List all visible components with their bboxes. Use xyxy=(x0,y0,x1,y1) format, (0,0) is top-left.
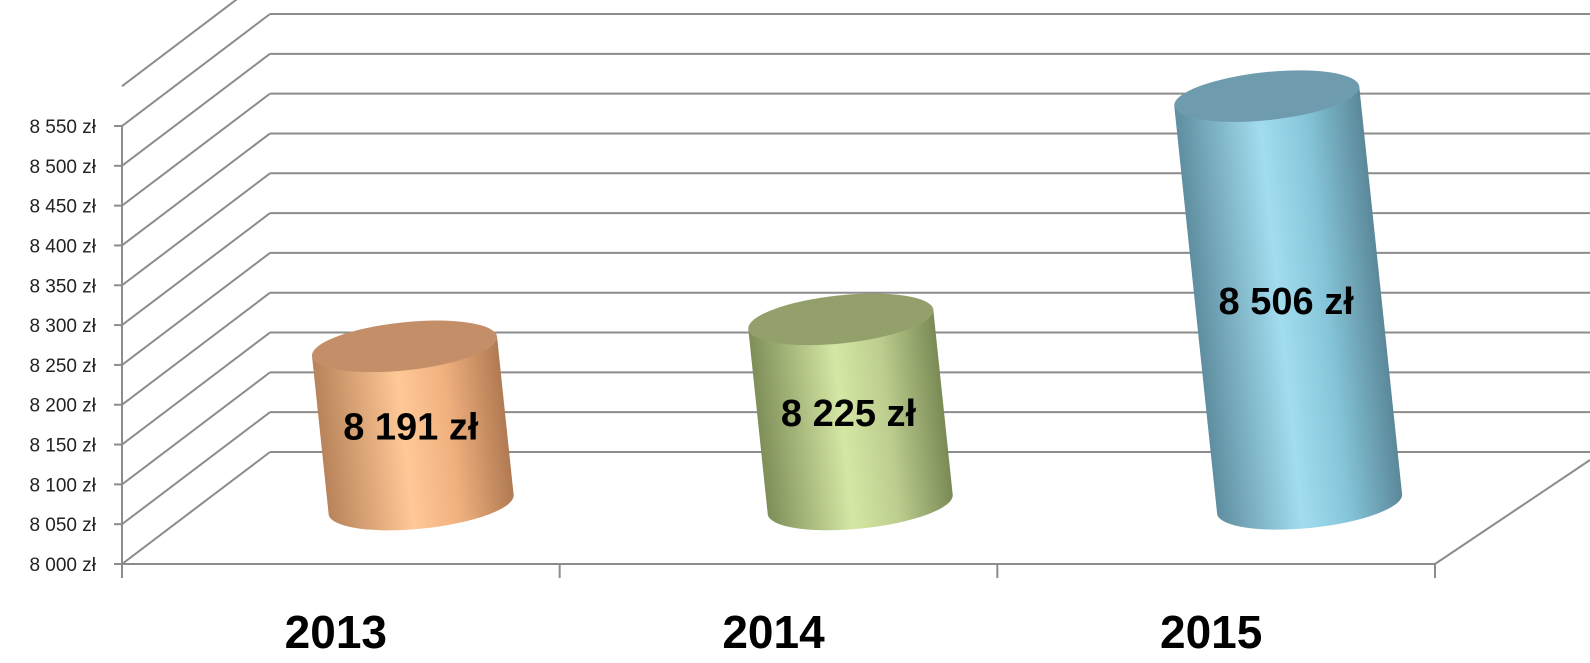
gridline-side xyxy=(121,451,271,565)
axes xyxy=(114,125,1436,578)
y-tick-label: 8 500 zł xyxy=(29,157,96,178)
x-category-label: 2015 xyxy=(1160,606,1262,658)
gridline-side xyxy=(121,53,271,167)
gridline-side xyxy=(121,252,271,366)
bar-top xyxy=(1174,70,1360,122)
bar-body xyxy=(748,309,953,531)
gridline-side xyxy=(121,172,271,287)
x-category-label: 2014 xyxy=(722,606,825,658)
y-tick-label: 8 300 zł xyxy=(29,316,96,337)
y-tick-label: 8 000 zł xyxy=(29,555,96,576)
bar-body xyxy=(312,336,514,531)
y-tick-label: 8 100 zł xyxy=(29,475,96,496)
y-tick-label: 8 400 zł xyxy=(29,236,96,257)
gridline-side xyxy=(121,331,271,446)
y-tick-label: 8 250 zł xyxy=(29,356,96,377)
y-tick-label: 8 350 zł xyxy=(29,276,96,297)
y-tick-label: 8 200 zł xyxy=(29,396,96,417)
bar-body xyxy=(1174,86,1403,530)
gridline-side xyxy=(121,132,271,247)
x-category-label: 2013 xyxy=(285,606,387,658)
data-label: 8 506 zł xyxy=(1219,281,1355,323)
bar-top xyxy=(748,293,934,346)
y-tick-label: 8 550 zł xyxy=(29,117,96,138)
bar-2015 xyxy=(1174,70,1403,530)
gridline-side xyxy=(121,13,271,127)
bar-2014 xyxy=(748,293,953,531)
gridline-side xyxy=(121,371,271,486)
y-tick-label: 8 150 zł xyxy=(29,436,96,457)
y-tick-label: 8 050 zł xyxy=(29,515,96,536)
gridline-side xyxy=(121,212,271,326)
bar-top xyxy=(311,320,498,373)
data-label: 8 191 zł xyxy=(343,406,479,448)
y-tick-label: 8 450 zł xyxy=(29,197,96,218)
gridline-side xyxy=(121,92,271,207)
bar-2013 xyxy=(311,320,514,531)
bars xyxy=(311,70,1403,531)
floor-right-edge xyxy=(1434,459,1590,565)
gridline-side xyxy=(121,411,271,525)
labels: 8 000 zł 8 050 zł 8 100 zł 8 150 zł 8 200 zł… xyxy=(29,117,1354,658)
gridline-side xyxy=(121,291,271,406)
gridline-side xyxy=(121,0,238,87)
data-label: 8 225 zł xyxy=(781,393,917,435)
